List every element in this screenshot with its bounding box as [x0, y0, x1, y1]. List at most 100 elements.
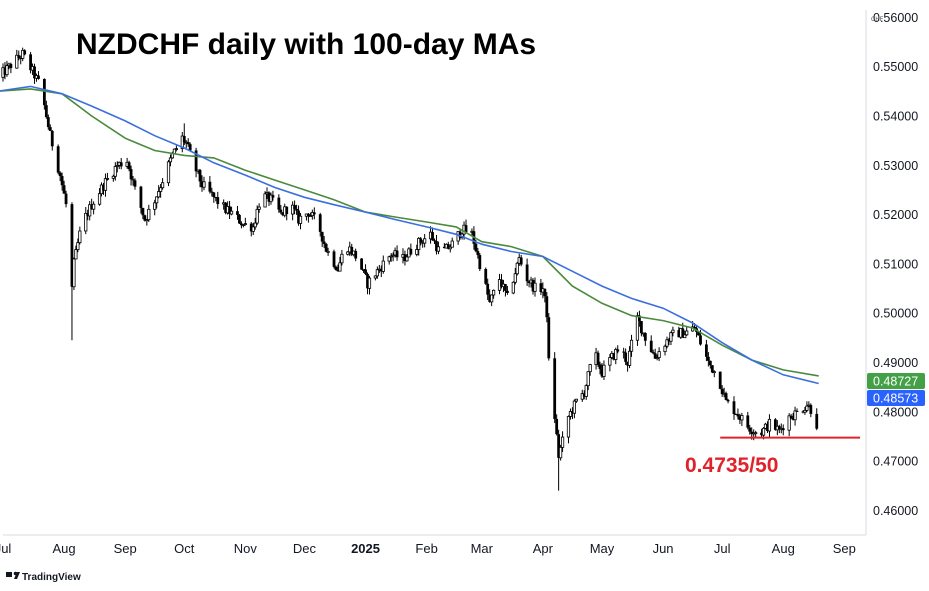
- candle: [255, 205, 259, 226]
- candle: [251, 222, 255, 236]
- candle: [513, 267, 517, 285]
- candle: [442, 243, 446, 249]
- candle: [706, 352, 710, 367]
- y-tick-label: 0.46000: [873, 504, 918, 518]
- candle: [3, 62, 7, 80]
- candle: [157, 185, 161, 199]
- candle: [249, 221, 253, 237]
- candle: [147, 204, 151, 222]
- candle: [653, 348, 657, 359]
- candle: [56, 144, 60, 175]
- candle: [478, 253, 482, 272]
- candle: [336, 264, 340, 272]
- candle: [596, 350, 600, 367]
- candle: [46, 114, 50, 130]
- candle: [791, 413, 795, 421]
- candle: [754, 430, 758, 438]
- candle: [568, 408, 573, 420]
- candle: [37, 71, 40, 80]
- candle: [129, 165, 133, 186]
- price-tag-label: 0.48573: [873, 392, 918, 406]
- candle: [787, 413, 791, 437]
- candle: [545, 292, 549, 323]
- candle: [389, 252, 393, 262]
- candle: [566, 415, 571, 444]
- candle: [433, 238, 436, 244]
- candle: [657, 347, 661, 362]
- candle: [663, 344, 667, 356]
- candle: [732, 396, 736, 420]
- candle: [50, 130, 54, 151]
- candle: [622, 347, 626, 359]
- candle: [511, 281, 515, 295]
- candle: [291, 201, 295, 221]
- candle: [409, 243, 413, 256]
- candle: [58, 171, 62, 182]
- candle: [815, 408, 819, 431]
- candle: [354, 248, 358, 262]
- candle: [21, 47, 25, 62]
- candle: [740, 412, 744, 427]
- price-axis[interactable]: 0.56000 0.55000 0.54000 0.53000 0.52000 0.510…: [873, 11, 918, 518]
- candle: [405, 253, 409, 262]
- candle: [145, 218, 149, 226]
- candle: [105, 172, 110, 181]
- candle: [419, 237, 423, 246]
- candle: [436, 241, 441, 255]
- candle: [97, 188, 102, 206]
- candle: [295, 204, 298, 215]
- candle: [738, 413, 742, 425]
- candle: [267, 191, 271, 206]
- candle: [212, 191, 216, 203]
- candle: [42, 78, 46, 110]
- candle: [139, 185, 143, 214]
- candle: [527, 280, 531, 288]
- x-tick-label: Aug: [772, 541, 795, 556]
- candle: [78, 226, 82, 245]
- candle: [320, 231, 324, 247]
- candle: [364, 264, 367, 276]
- candle: [271, 190, 275, 201]
- candle: [188, 142, 192, 151]
- candle: [367, 275, 372, 295]
- candle: [598, 361, 602, 375]
- candle: [649, 335, 653, 353]
- candle: [553, 352, 557, 424]
- candle: [334, 265, 338, 271]
- candle: [639, 321, 643, 337]
- chart-title: NZDCHF daily with 100-day MAs: [76, 28, 536, 61]
- candle: [766, 421, 769, 433]
- candle: [208, 176, 212, 194]
- candle: [571, 407, 574, 420]
- candle: [166, 159, 171, 187]
- candle: [710, 365, 714, 374]
- y-tick-label: 0.49000: [873, 356, 918, 370]
- candle: [584, 384, 588, 400]
- y-tick-label: 0.53000: [873, 159, 918, 173]
- candle: [612, 352, 616, 361]
- candle: [119, 157, 123, 170]
- candle: [194, 147, 198, 178]
- candle: [525, 258, 529, 286]
- candle: [103, 173, 108, 197]
- candle: [29, 51, 32, 74]
- candle: [263, 191, 267, 208]
- candle: [277, 194, 281, 213]
- candle: [638, 310, 641, 327]
- candle: [338, 256, 342, 272]
- candle: [793, 406, 797, 426]
- y-tick-label: 0.50000: [873, 307, 918, 321]
- price-tags: 0.48727 0.48573: [867, 373, 925, 406]
- candle: [360, 258, 363, 270]
- time-axis[interactable]: Jul Aug Sep Oct Nov Dec 2025 Feb Mar Apr May Jun Jul…: [0, 541, 856, 556]
- candle: [240, 221, 243, 229]
- candle: [391, 252, 395, 262]
- candle: [236, 205, 239, 220]
- tradingview-logo[interactable]: TradingView: [6, 571, 81, 583]
- tradingview-icon: [6, 571, 20, 579]
- candle: [448, 244, 452, 253]
- candle: [186, 138, 190, 147]
- candle: [375, 266, 379, 279]
- candle: [415, 244, 419, 257]
